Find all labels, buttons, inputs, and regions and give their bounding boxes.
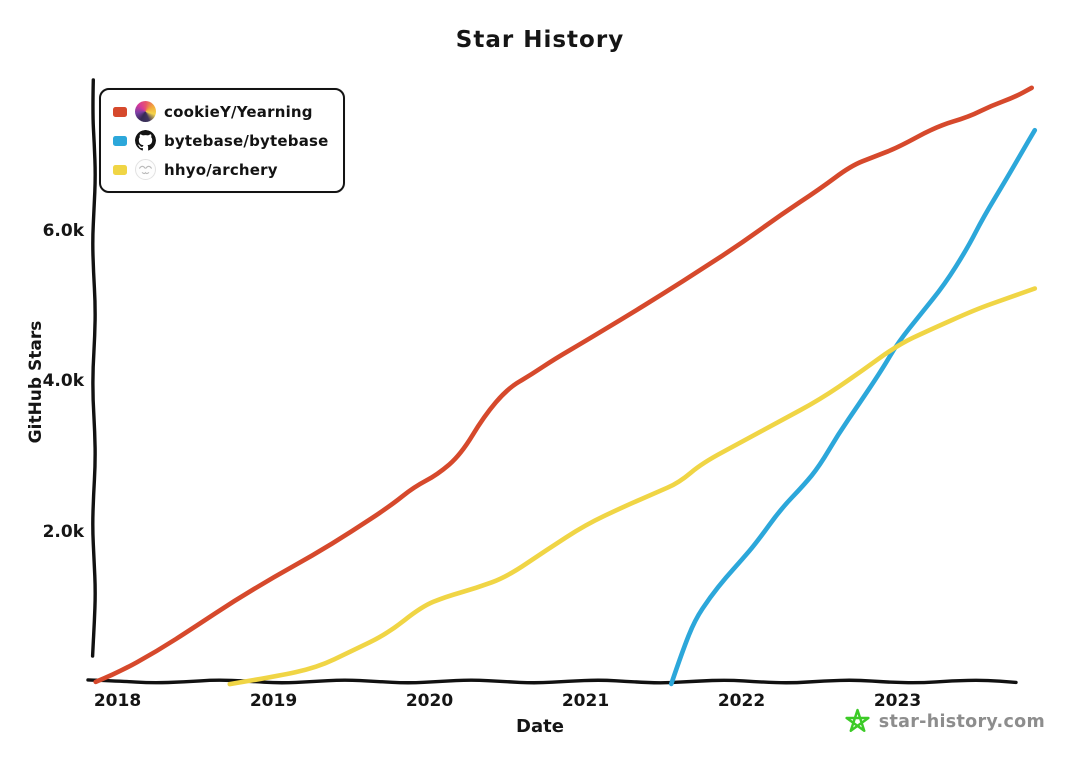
series-line-hhyo <box>227 286 1038 687</box>
legend-item-cookiey-yearning: cookieY/Yearning <box>113 99 329 124</box>
watermark-text: star-history.com <box>878 711 1045 732</box>
legend-swatch-yellow <box>113 164 127 175</box>
x-tick-2018: 2018 <box>93 691 142 711</box>
x-tick-2019: 2019 <box>249 691 298 711</box>
chart-title: Star History <box>455 27 625 53</box>
x-axis-label: Date <box>516 716 564 737</box>
y-tick-6.0k: 6.0k <box>42 220 84 241</box>
y-tick-4.0k: 4.0k <box>42 371 84 391</box>
x-tick-2022: 2022 <box>717 691 766 711</box>
series-line-bytebase <box>669 127 1038 687</box>
legend-label: cookieY/Yearning <box>164 102 313 121</box>
legend-swatch-red <box>113 106 127 117</box>
x-axis-line <box>86 678 1018 685</box>
y-tick-2.0k: 2.0k <box>42 521 84 542</box>
cookiey-avatar-icon <box>135 101 156 122</box>
legend-label: hhyo/archery <box>164 160 278 179</box>
series-line-cookieY <box>93 85 1034 685</box>
hhyo-avatar-icon <box>135 159 156 180</box>
legend-item-bytebase: bytebase/bytebase <box>113 128 329 153</box>
legend-item-hhyo-archery: hhyo/archery <box>113 157 329 182</box>
x-tick-2021: 2021 <box>561 691 610 711</box>
star-logo-icon <box>845 708 870 732</box>
y-axis-line <box>90 78 97 658</box>
bytebase-octocat-avatar-icon <box>135 130 156 151</box>
x-tick-2020: 2020 <box>405 691 454 711</box>
legend-swatch-blue <box>113 135 127 146</box>
x-tick-2023: 2023 <box>873 691 922 711</box>
watermark: star-history.com <box>844 708 1045 735</box>
legend: cookieY/Yearning bytebase/bytebase hhyo/… <box>99 88 345 193</box>
legend-label: bytebase/bytebase <box>164 131 329 150</box>
